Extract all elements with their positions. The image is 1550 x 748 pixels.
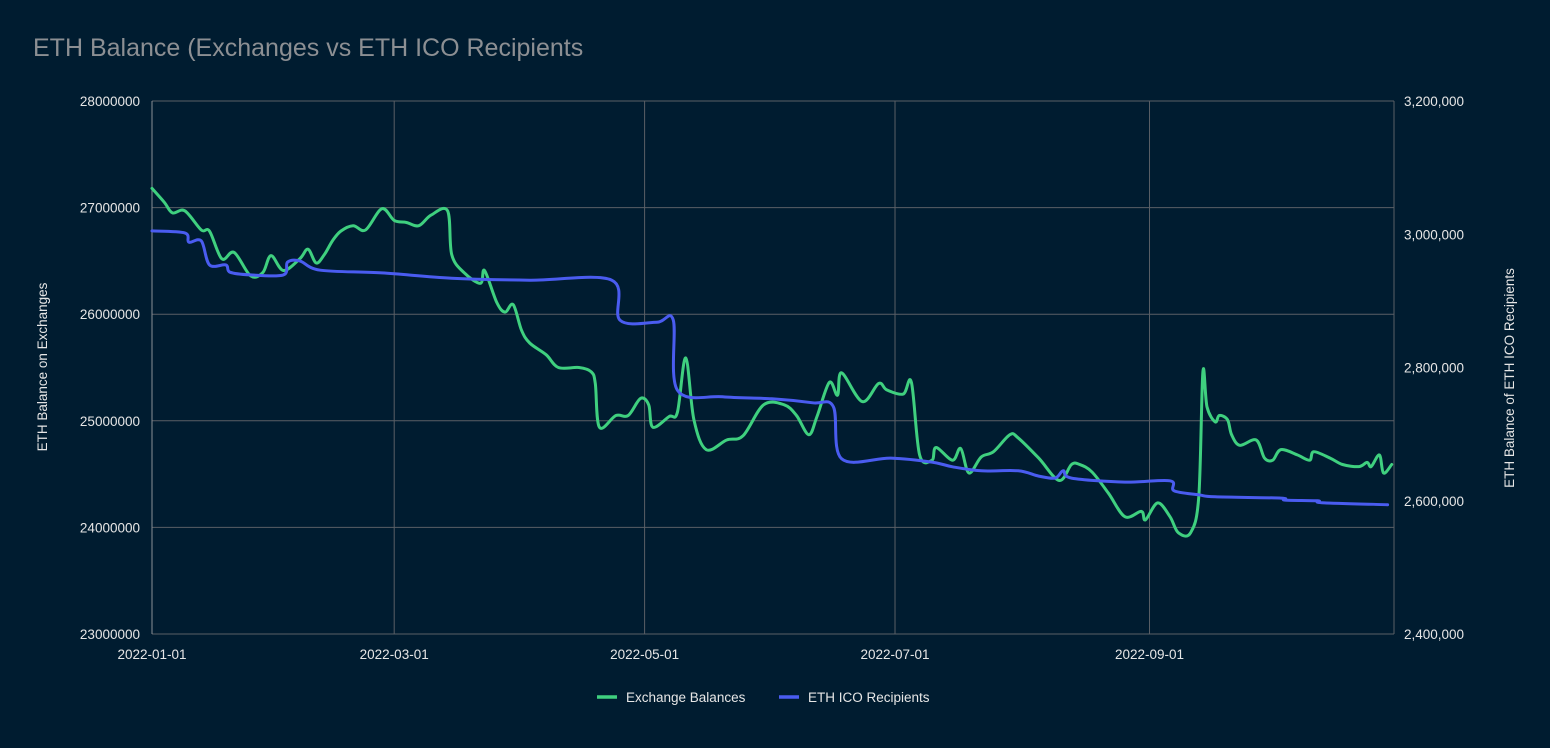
legend-item-exchange-balances[interactable]: Exchange Balances [597, 690, 746, 705]
x-tick: 2022-05-01 [610, 647, 679, 662]
y-axis-left-title: ETH Balance on Exchanges [35, 282, 50, 451]
tick-labels: 23000000 24000000 25000000 26000000 27000000… [80, 94, 1464, 662]
y-tick-right: 2,400,000 [1404, 627, 1464, 642]
series-line-eth-ico-recipients [150, 229, 1390, 507]
series-line-exchange-balances [150, 186, 1394, 538]
y-tick-left: 27000000 [80, 201, 140, 216]
y-axis-right-title: ETH Balance of ETH ICO Recipients [1502, 268, 1517, 488]
y-tick-left: 25000000 [80, 414, 140, 429]
legend-label-eth-ico-recipients: ETH ICO Recipients [808, 690, 930, 705]
legend-label-exchange-balances: Exchange Balances [626, 690, 746, 705]
legend: Exchange Balances ETH ICO Recipients [597, 690, 930, 705]
x-tick: 2022-03-01 [360, 647, 429, 662]
y-tick-left: 23000000 [80, 627, 140, 642]
y-tick-left: 26000000 [80, 307, 140, 322]
y-tick-right: 2,800,000 [1404, 361, 1464, 376]
legend-item-eth-ico-recipients[interactable]: ETH ICO Recipients [779, 690, 930, 705]
x-tick: 2022-09-01 [1115, 647, 1184, 662]
y-tick-right: 3,000,000 [1404, 227, 1464, 242]
chart-title: ETH Balance (Exchanges vs ETH ICO Recipi… [33, 34, 584, 62]
y-tick-right: 3,200,000 [1404, 94, 1464, 109]
gridlines [151, 100, 1395, 635]
series-group [150, 186, 1394, 538]
y-tick-left: 24000000 [80, 520, 140, 535]
y-tick-left: 28000000 [80, 94, 140, 109]
y-tick-right: 2,600,000 [1404, 494, 1464, 509]
x-tick: 2022-07-01 [860, 647, 929, 662]
x-tick: 2022-01-01 [117, 647, 186, 662]
